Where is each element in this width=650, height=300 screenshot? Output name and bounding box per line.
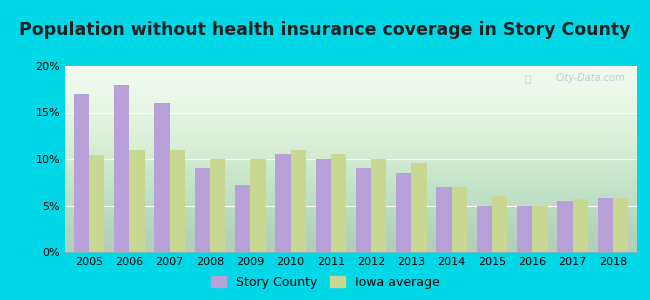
Bar [411, 163, 427, 252]
Bar [396, 173, 411, 252]
Bar [315, 159, 331, 252]
Text: Population without health insurance coverage in Story County: Population without health insurance cove… [20, 21, 630, 39]
Bar [89, 155, 105, 252]
Legend: Story County, Iowa average: Story County, Iowa average [205, 271, 445, 294]
Bar [476, 206, 492, 252]
Bar [210, 159, 226, 252]
Bar [573, 199, 588, 252]
Bar [331, 154, 346, 252]
Bar [155, 103, 170, 252]
Bar [235, 185, 250, 252]
Bar [436, 187, 452, 252]
Bar [291, 150, 306, 252]
Bar [170, 150, 185, 252]
Bar [114, 85, 129, 252]
Bar [371, 159, 387, 252]
Bar [452, 187, 467, 252]
Bar [532, 206, 547, 252]
Bar [250, 159, 266, 252]
Text: City-Data.com: City-Data.com [556, 74, 625, 83]
Bar [356, 168, 371, 252]
Bar [517, 206, 532, 252]
Bar [613, 198, 628, 252]
Bar [597, 198, 613, 252]
Bar [74, 94, 89, 252]
Bar [195, 168, 210, 252]
Bar [557, 201, 573, 252]
Bar [275, 154, 291, 252]
Bar [129, 150, 145, 252]
Text: ⓘ: ⓘ [525, 74, 531, 83]
Bar [492, 196, 507, 252]
